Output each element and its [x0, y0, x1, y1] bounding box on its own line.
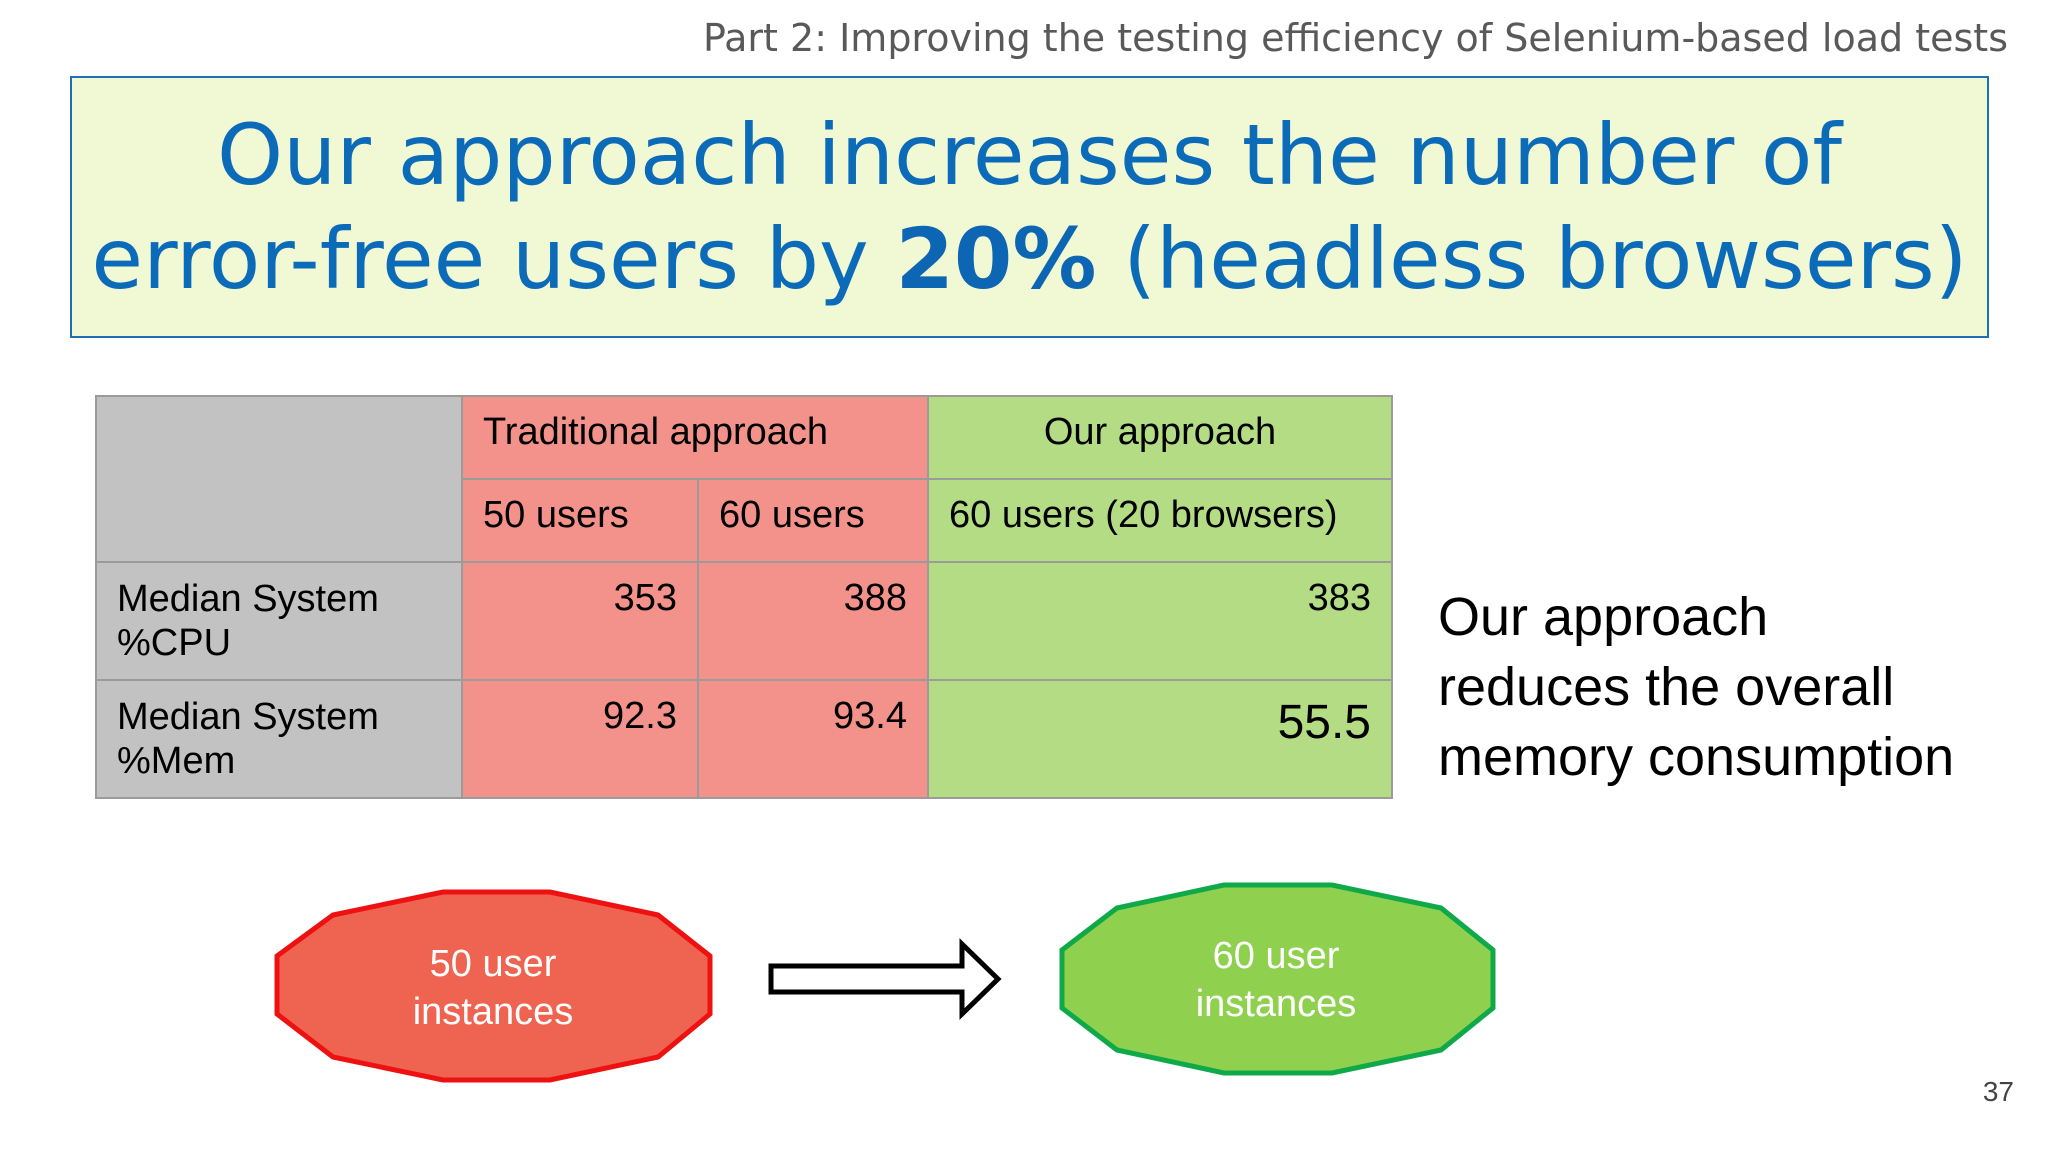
table-row: Median System %CPU 353 388 383 [95, 561, 1393, 681]
traditional-approach-header: Traditional approach [461, 395, 929, 480]
table-row: Median System %Mem 92.3 93.4 55.5 [95, 679, 1393, 799]
row-label-cpu: Median System %CPU [95, 561, 463, 681]
side-note-line-3: memory consumption [1438, 727, 1955, 787]
headline-text-after: (headless browsers) [1096, 210, 1968, 308]
left-label-line-1: 50 user [429, 943, 557, 985]
right-decagon-shape [1059, 882, 1496, 1076]
headline-line-1: Our approach increases the number of [217, 106, 1842, 204]
page-number: 37 [1982, 1076, 2014, 1107]
table-corner-cell [95, 395, 463, 563]
right-label-line-1: 60 user [1212, 935, 1340, 977]
table-subheader-row: 50 users 60 users 60 users (20 browsers) [96, 478, 1393, 563]
left-instances-label: 50 user instances [343, 940, 643, 1036]
instances-diagram [274, 882, 1496, 1083]
row-label-mem: Median System %Mem [95, 679, 463, 799]
headline-line-2: error-free users by 20% (headless browse… [91, 207, 1967, 311]
table-header-row: Traditional approach Our approach [95, 395, 1393, 563]
cpu-traditional-50: 353 [461, 561, 699, 681]
cpu-traditional-60: 388 [697, 561, 929, 681]
mem-traditional-60: 93.4 [697, 679, 929, 799]
mem-our-approach-60: 55.5 [927, 679, 1393, 799]
side-note-line-1: Our approach [1438, 587, 1769, 647]
subheader-60-users-20-browsers: 60 users (20 browsers) [927, 478, 1393, 563]
subheader-50-users: 50 users [461, 478, 699, 563]
our-approach-header: Our approach [927, 395, 1393, 480]
part-title: Part 2: Improving the testing efficiency… [702, 16, 2008, 60]
arrow-shape [768, 938, 1002, 1020]
mem-traditional-50: 92.3 [461, 679, 699, 799]
subheader-60-users: 60 users [697, 478, 929, 563]
left-label-line-2: instances [412, 991, 574, 1033]
headline-highlight-percent: 20% [895, 210, 1097, 308]
side-note-line-2: reduces the overall [1438, 657, 1895, 717]
headline-text-before: error-free users by [91, 210, 896, 308]
left-decagon-shape [274, 889, 713, 1083]
side-note: Our approach reduces the overall memory … [1438, 582, 1954, 792]
right-instances-label: 60 user instances [1126, 932, 1426, 1028]
headline-box: Our approach increases the number of err… [70, 76, 1989, 338]
results-table: Traditional approach Our approach 50 use… [95, 395, 1393, 799]
cpu-our-approach-60: 383 [927, 561, 1393, 681]
right-label-line-2: instances [1195, 983, 1357, 1025]
